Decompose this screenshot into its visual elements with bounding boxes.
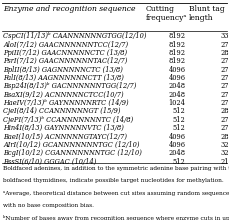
Text: PsrI(7/12) GAACNNNNNNTAC(12/7): PsrI(7/12) GAACNNNNNNTAC(12/7) bbox=[3, 57, 128, 65]
Text: CjeI(8/14) CCANNNNNNGT (15/9): CjeI(8/14) CCANNNNNNGT (15/9) bbox=[3, 108, 121, 116]
Text: Blunt tag
length: Blunt tag length bbox=[189, 5, 225, 22]
Text: 2048: 2048 bbox=[169, 82, 185, 90]
Text: AloI(7/12) GAACNNNNNNTCC(12/7): AloI(7/12) GAACNNNNNNTCC(12/7) bbox=[3, 40, 128, 49]
Text: 27: 27 bbox=[221, 82, 229, 90]
Text: 512: 512 bbox=[173, 108, 185, 116]
Text: boldfaced thymidines, indicate possible target nucleotides for methylation.: boldfaced thymidines, indicate possible … bbox=[3, 178, 224, 183]
Text: 28: 28 bbox=[221, 108, 229, 116]
Text: Cutting
frequencyᵃ: Cutting frequencyᵃ bbox=[145, 5, 187, 22]
Text: PpiII(7/12) GAACNNNNNCTC (13/8): PpiII(7/12) GAACNNNNNCTC (13/8) bbox=[3, 49, 128, 57]
Text: 8192: 8192 bbox=[169, 57, 185, 65]
Text: Boldfaced adenines, in addition to the symmetric adenine base pairing with the: Boldfaced adenines, in addition to the s… bbox=[3, 166, 229, 171]
Text: 27: 27 bbox=[221, 116, 229, 124]
Text: 2048: 2048 bbox=[169, 91, 185, 99]
Text: FalI(8/13) AAGNNNNNNCTT (13/8): FalI(8/13) AAGNNNNNNCTT (13/8) bbox=[3, 74, 124, 82]
Text: 33: 33 bbox=[221, 32, 229, 40]
Text: 512: 512 bbox=[173, 116, 185, 124]
Text: 2048: 2048 bbox=[169, 149, 185, 157]
Text: ᵇNumber of bases away from recognition sequence where enzyme cuts in upper/: ᵇNumber of bases away from recognition s… bbox=[3, 215, 229, 220]
Text: 27: 27 bbox=[221, 40, 229, 49]
Text: HaeIV(7/13)ᵇ GAYNNNNNRTC (14/9): HaeIV(7/13)ᵇ GAYNNNNNRTC (14/9) bbox=[3, 99, 129, 107]
Text: 27: 27 bbox=[221, 99, 229, 107]
Text: 27: 27 bbox=[221, 57, 229, 65]
Text: CspCI(11/13)ᵇ CAANNNNNNGTGG(12/10): CspCI(11/13)ᵇ CAANNNNNNGTGG(12/10) bbox=[3, 32, 147, 40]
Text: AIrI(10/12) GCANNNNNNNTGC (12/10): AIrI(10/12) GCANNNNNNNTGC (12/10) bbox=[3, 141, 140, 149]
Text: BssSI(6/10) GGGAC (10/14): BssSI(6/10) GGGAC (10/14) bbox=[3, 158, 97, 166]
Text: 27: 27 bbox=[221, 124, 229, 132]
Text: 4096: 4096 bbox=[169, 133, 185, 141]
Text: 4096: 4096 bbox=[169, 66, 185, 74]
Text: 28: 28 bbox=[221, 49, 229, 57]
Text: 8192: 8192 bbox=[169, 49, 185, 57]
Text: 21: 21 bbox=[221, 158, 229, 166]
Text: 4096: 4096 bbox=[169, 74, 185, 82]
Text: 512: 512 bbox=[173, 124, 185, 132]
Text: BsaXI(9/12) ACNNNNNCTCC(10/7): BsaXI(9/12) ACNNNNNCTCC(10/7) bbox=[3, 91, 124, 99]
Text: 8192: 8192 bbox=[169, 40, 185, 49]
Text: CjePI(7/13)ᵇ CCANNNNNNNTC (14/8): CjePI(7/13)ᵇ CCANNNNNNNTC (14/8) bbox=[3, 116, 134, 124]
Text: Bsp24I(8/13)ᵇ GACNNNNNNTGG(12/7): Bsp24I(8/13)ᵇ GACNNNNNNTGG(12/7) bbox=[3, 82, 137, 90]
Text: 32: 32 bbox=[221, 141, 229, 149]
Text: Enzyme and recognition sequence: Enzyme and recognition sequence bbox=[3, 5, 136, 13]
Text: Hin4I(8/13) GAYNNNNNVTC (13/8): Hin4I(8/13) GAYNNNNNVTC (13/8) bbox=[3, 124, 124, 132]
Text: 27: 27 bbox=[221, 66, 229, 74]
Text: 512: 512 bbox=[173, 158, 185, 166]
Text: 4096: 4096 bbox=[169, 141, 185, 149]
Text: with no base composition bias.: with no base composition bias. bbox=[3, 203, 94, 208]
Text: 8192: 8192 bbox=[169, 32, 185, 40]
Text: BaeI(10/15) ACNNNNNGTAYC(12/7): BaeI(10/15) ACNNNNNGTAYC(12/7) bbox=[3, 133, 127, 141]
Text: 1024: 1024 bbox=[169, 99, 185, 107]
Text: 32: 32 bbox=[221, 149, 229, 157]
Text: 28: 28 bbox=[221, 133, 229, 141]
Text: BplII(8/13) GAGNNNNNCTC (13/8): BplII(8/13) GAGNNNNNCTC (13/8) bbox=[3, 66, 123, 74]
Text: 27: 27 bbox=[221, 74, 229, 82]
Text: 27: 27 bbox=[221, 91, 229, 99]
Text: BcgI(10/12) CGANNNNNNNTGC (12/10): BcgI(10/12) CGANNNNNNNTGC (12/10) bbox=[3, 149, 142, 157]
Text: ᵃAverage, theoretical distance between cut sites assuming random sequence: ᵃAverage, theoretical distance between c… bbox=[3, 191, 229, 196]
